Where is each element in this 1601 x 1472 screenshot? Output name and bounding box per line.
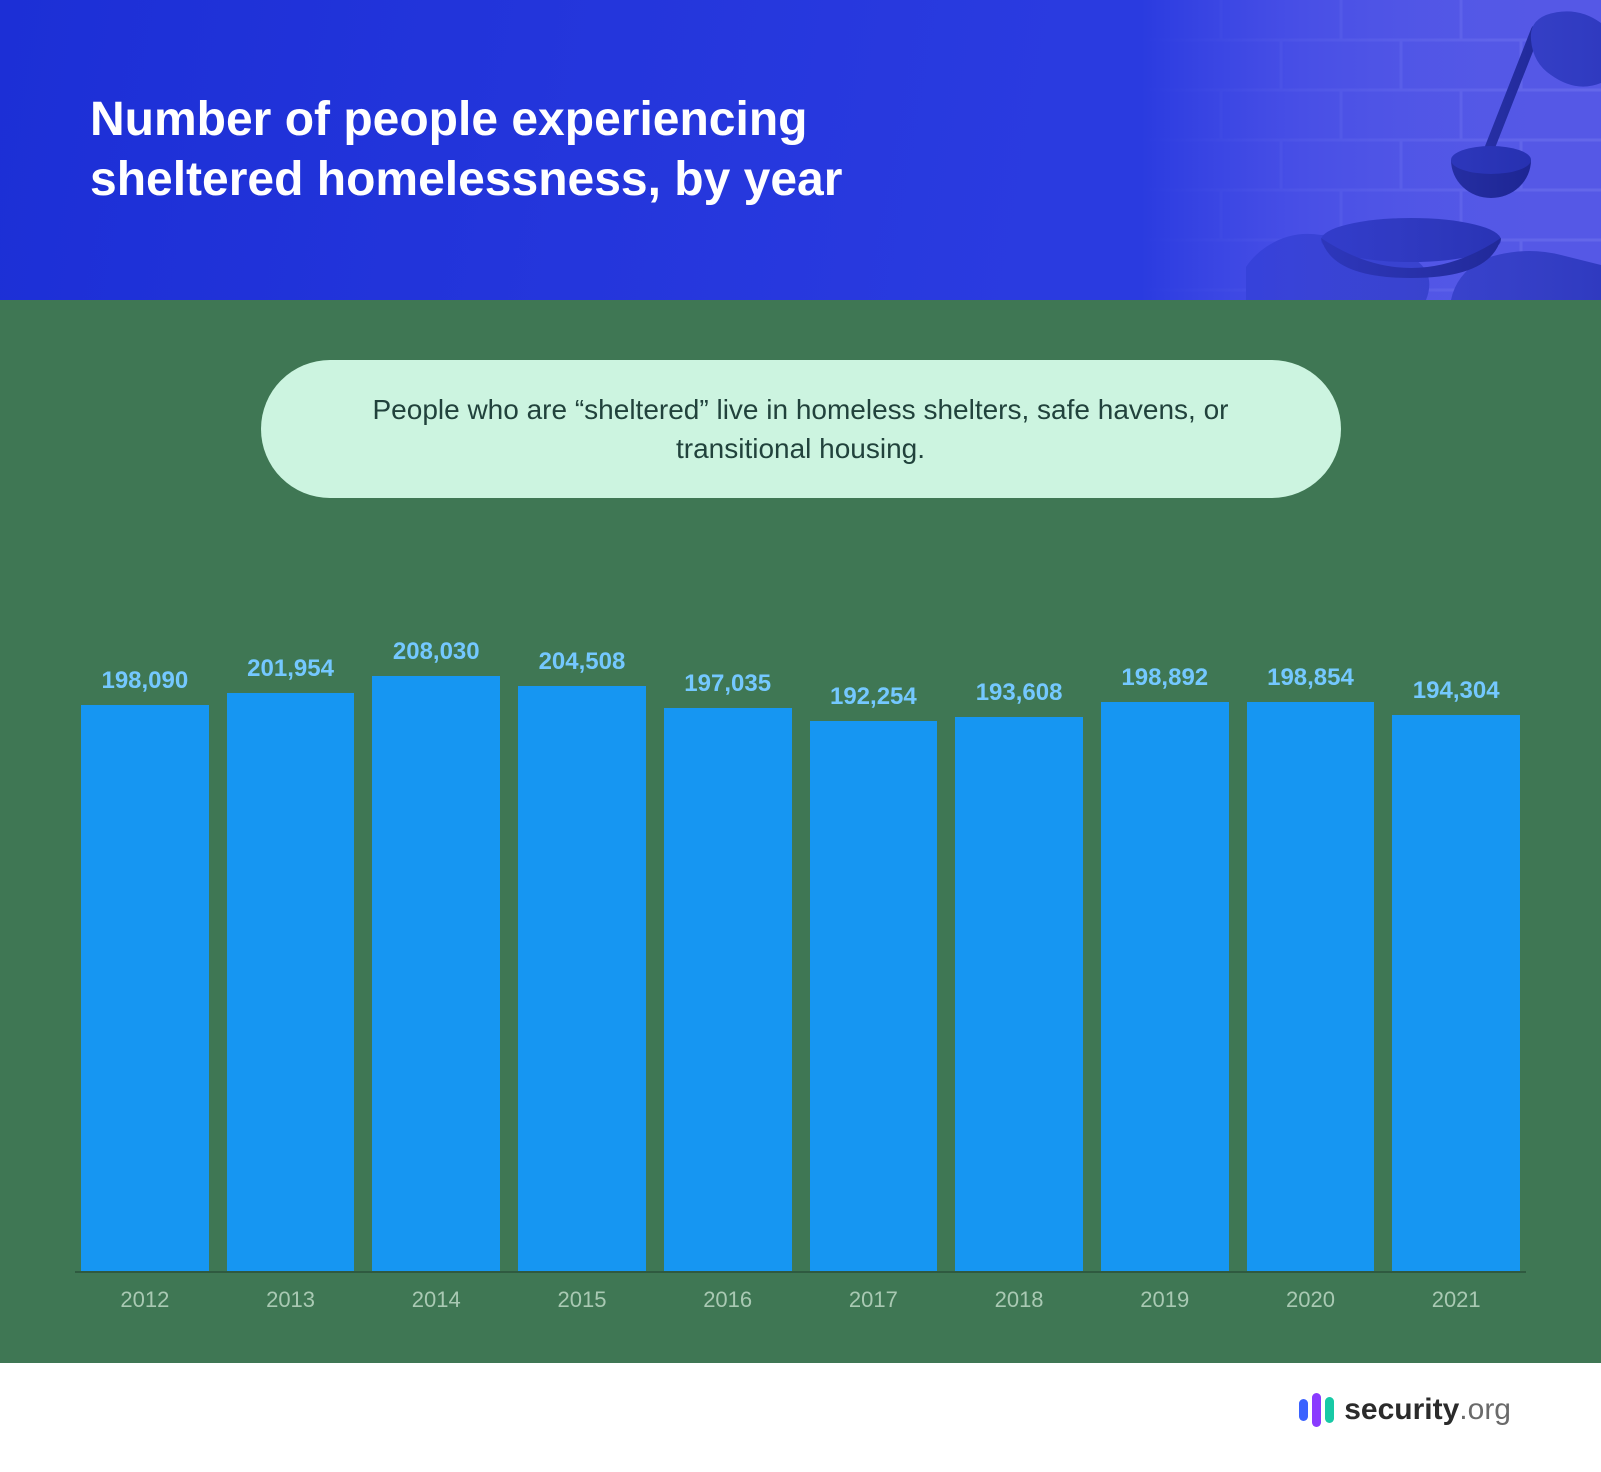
bar-column: 198,854 (1247, 553, 1375, 1273)
chart-title: Number of people experiencing sheltered … (90, 90, 990, 210)
bar-column: 194,304 (1392, 553, 1520, 1273)
x-axis-label: 2016 (664, 1287, 792, 1313)
x-axis-label: 2015 (518, 1287, 646, 1313)
footer: security.org (0, 1363, 1601, 1472)
brand-logo: security.org (1299, 1393, 1511, 1427)
bar (372, 676, 500, 1273)
bars-region: 198,090 201,954 208,030 204,508 197,035 192,2… (75, 553, 1526, 1273)
bar-column: 198,090 (81, 553, 209, 1273)
x-axis: 2012 2013 2014 2015 2016 2017 2018 2019 2020 2021 (75, 1273, 1526, 1313)
bar (955, 717, 1083, 1273)
logo-mark-icon (1299, 1393, 1334, 1427)
bar (81, 705, 209, 1273)
bar-column: 198,892 (1101, 553, 1229, 1273)
header-illustration (1141, 0, 1601, 300)
chart-panel: People who are “sheltered” live in homel… (0, 300, 1601, 1363)
header: Number of people experiencing sheltered … (0, 0, 1601, 300)
bar (1392, 715, 1520, 1273)
bar-value-label: 208,030 (393, 638, 480, 666)
definition-callout: People who are “sheltered” live in homel… (261, 360, 1341, 498)
x-axis-line (75, 1271, 1526, 1273)
brand-name: security.org (1344, 1393, 1511, 1427)
x-axis-label: 2018 (955, 1287, 1083, 1313)
bar-value-label: 201,954 (247, 655, 334, 683)
bar-column: 208,030 (372, 553, 500, 1273)
bar-column: 197,035 (664, 553, 792, 1273)
bar (664, 708, 792, 1273)
callout-text: People who are “sheltered” live in homel… (373, 394, 1229, 464)
x-axis-label: 2019 (1101, 1287, 1229, 1313)
bar-column: 192,254 (810, 553, 938, 1273)
infographic-container: Number of people experiencing sheltered … (0, 0, 1601, 1472)
x-axis-label: 2017 (810, 1287, 938, 1313)
bar (227, 693, 355, 1273)
brand-tld: .org (1459, 1393, 1511, 1426)
bar-value-label: 192,254 (830, 683, 917, 711)
bar-column: 204,508 (518, 553, 646, 1273)
bar-value-label: 204,508 (539, 648, 626, 676)
bar (518, 686, 646, 1273)
bar-value-label: 198,854 (1267, 664, 1354, 692)
brand-name-text: security (1344, 1393, 1459, 1426)
logo-pill-icon (1325, 1397, 1334, 1423)
x-axis-label: 2021 (1392, 1287, 1520, 1313)
bar-value-label: 197,035 (684, 670, 771, 698)
x-axis-label: 2012 (81, 1287, 209, 1313)
bar (1247, 702, 1375, 1273)
logo-pill-icon (1312, 1393, 1321, 1427)
x-axis-label: 2020 (1247, 1287, 1375, 1313)
bar-value-label: 198,090 (101, 667, 188, 695)
bar-value-label: 193,608 (976, 679, 1063, 707)
bar-value-label: 194,304 (1413, 677, 1500, 705)
bar-column: 193,608 (955, 553, 1083, 1273)
x-axis-label: 2014 (372, 1287, 500, 1313)
logo-pill-icon (1299, 1399, 1308, 1421)
bar (1101, 702, 1229, 1273)
bar-value-label: 198,892 (1121, 664, 1208, 692)
bar-column: 201,954 (227, 553, 355, 1273)
bar-chart: 198,090 201,954 208,030 204,508 197,035 192,2… (75, 553, 1526, 1313)
bar (810, 721, 938, 1273)
x-axis-label: 2013 (227, 1287, 355, 1313)
